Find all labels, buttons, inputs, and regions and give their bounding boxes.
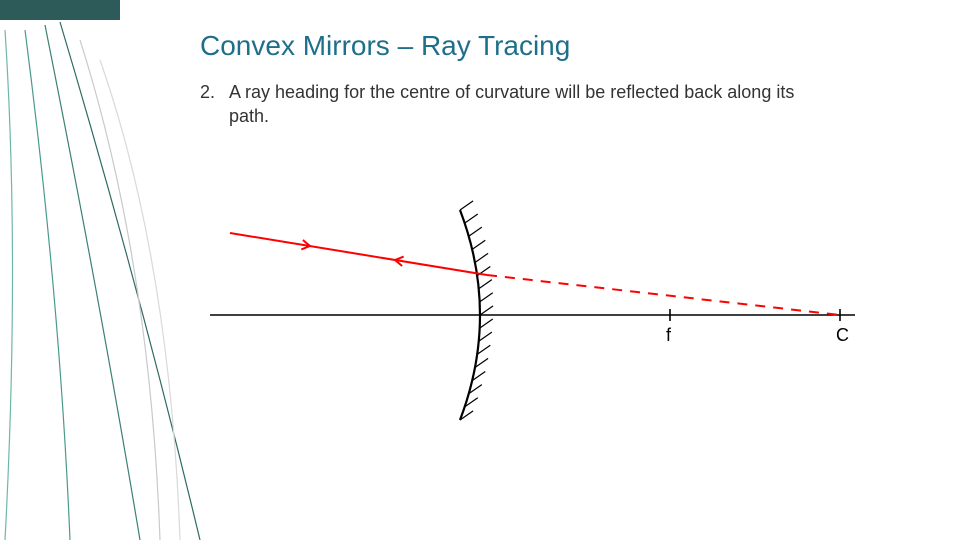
svg-text:f: f	[666, 325, 672, 345]
list-text: A ray heading for the centre of curvatur…	[229, 80, 829, 129]
accent-bar	[0, 0, 120, 20]
svg-text:C: C	[836, 325, 849, 345]
ray-diagram: fC	[200, 155, 860, 445]
